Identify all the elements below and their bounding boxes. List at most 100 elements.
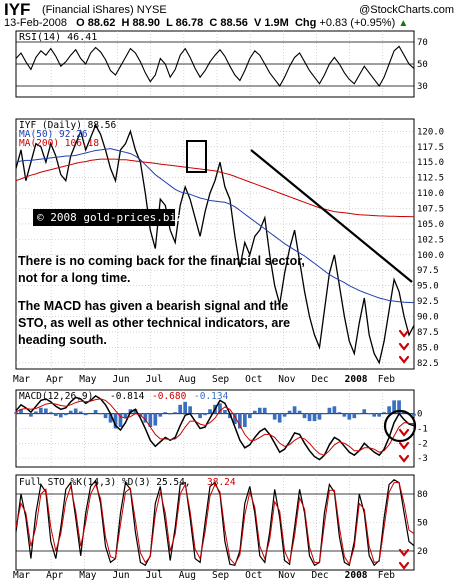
macd-circle — [383, 409, 417, 443]
macd-histogram-bar — [173, 412, 178, 414]
macd-histogram-bar — [123, 413, 128, 419]
macd-histogram-bar — [208, 409, 212, 414]
series-line-2-0 — [15, 394, 415, 461]
sto-legend: Full STO %K(14,3) %D(3) 25.54, — [19, 477, 191, 488]
quote-open: O 88.62 — [76, 17, 116, 29]
y-tick-label: 100.0 — [417, 251, 444, 261]
month-label-sto: Oct — [245, 570, 262, 581]
macd-histogram-bar — [377, 413, 382, 417]
y-tick-label: 102.5 — [417, 235, 444, 245]
y-tick-label: -1 — [417, 425, 428, 435]
month-label-price: Sep — [212, 374, 229, 385]
macd-histogram-bar — [153, 413, 158, 426]
y-tick-label: 82.5 — [417, 359, 439, 369]
watermark-text: © 2008 gold-prices.biz — [37, 211, 183, 224]
macd-histogram-bar — [397, 400, 401, 414]
y-tick-label: -2 — [417, 439, 428, 449]
price-down-arrow — [398, 342, 410, 351]
quote-line: 13-Feb-2008 O 88.62 H 88.90 L 86.78 C 88… — [4, 17, 408, 29]
macd-histogram-bar — [178, 404, 183, 414]
y-tick-label: 0 — [417, 410, 422, 420]
macd-down-arrow — [398, 428, 410, 437]
macd-histogram-bar — [267, 413, 272, 415]
series-line-1-1 — [15, 148, 415, 304]
y-tick-label: 117.5 — [417, 143, 444, 153]
y-tick-label: 107.5 — [417, 205, 444, 215]
month-label-price: Apr — [46, 374, 63, 385]
month-label-price: May — [79, 374, 96, 385]
macd-histogram-bar — [14, 412, 18, 414]
macd-histogram-bar — [382, 412, 386, 414]
macd-histogram-bar — [282, 413, 287, 417]
macd-histogram-bar — [228, 413, 232, 419]
month-label-sto: Mar — [13, 570, 30, 581]
macd-histogram-bar — [19, 409, 23, 414]
macd-histogram-bar — [337, 412, 342, 414]
y-tick-label: 105.0 — [417, 220, 444, 230]
series-line-1-0 — [15, 123, 415, 365]
macd-histogram-bar — [53, 413, 58, 416]
macd-histogram-bar — [93, 409, 98, 414]
quote-date: 13-Feb-2008 — [4, 17, 67, 29]
macd-histogram-bar — [247, 413, 252, 419]
y-tick-label: 90.0 — [417, 313, 439, 323]
quote-change-label: Chg — [294, 17, 317, 29]
macd-histogram-bar — [24, 412, 28, 414]
macd-histogram-bar — [312, 413, 317, 422]
macd-histogram-bar — [168, 413, 173, 415]
macd-legend-name: MACD(12,26,9) — [19, 391, 93, 402]
y-tick-label: 97.5 — [417, 266, 439, 276]
sto-down-arrow — [398, 548, 410, 557]
macd-histogram-bar — [307, 413, 312, 422]
macd-histogram-bar — [183, 401, 187, 414]
month-label-price: Aug — [179, 374, 196, 385]
month-label-price: Jun — [112, 374, 129, 385]
sto-down-arrow — [398, 561, 410, 570]
month-label-sto: Sep — [212, 570, 229, 581]
brand-label: @StockCharts.com — [359, 4, 454, 16]
macd-histogram-bar — [252, 410, 257, 414]
quote-close: C 88.56 — [209, 17, 248, 29]
macd-histogram-bar — [362, 409, 367, 414]
month-label-sto: Jun — [112, 570, 129, 581]
y-tick-label: 50 — [417, 60, 428, 70]
month-label-sto: 2008 — [345, 570, 368, 581]
macd-histogram-bar — [83, 413, 88, 416]
macd-histogram-bar — [98, 413, 103, 415]
price-down-arrow — [398, 329, 410, 338]
month-label-sto: May — [79, 570, 96, 581]
rsi-legend: RSI(14) 46.41 — [19, 32, 97, 43]
y-tick-label: 20 — [417, 547, 428, 557]
series-line-2-1 — [15, 398, 415, 456]
macd-histogram-bar — [203, 413, 207, 416]
sto-d-legend: 38.24 — [207, 477, 236, 488]
macd-histogram-bar — [39, 407, 43, 414]
y-tick-label: -3 — [417, 454, 428, 464]
annotation-paragraph-1: There is no coming back for the financia… — [18, 254, 305, 285]
macd-histogram-bar — [412, 413, 416, 416]
macd-histogram-bar — [332, 406, 337, 414]
macd-histogram-bar — [68, 410, 73, 414]
y-tick-label: 87.5 — [417, 328, 439, 338]
macd-histogram-bar — [158, 413, 163, 417]
macd-histogram-bar — [262, 407, 267, 414]
series-line-3-0 — [15, 479, 415, 567]
macd-histogram-bar — [238, 413, 242, 429]
macd-histogram-bar — [148, 413, 153, 428]
month-label-price: Jul — [146, 374, 163, 385]
macd-histogram-bar — [233, 413, 237, 425]
watermark-box — [33, 209, 175, 226]
macd-histogram-bar — [257, 407, 262, 414]
macd-histogram-bar — [108, 413, 113, 423]
y-tick-label: 50 — [417, 519, 428, 529]
macd-down-arrow — [398, 441, 410, 450]
quote-change: +0.83 (+0.95%) — [319, 17, 396, 29]
y-tick-label: 95.0 — [417, 282, 439, 292]
macd-histogram-bar — [372, 413, 377, 417]
macd-histogram-bar — [392, 400, 396, 414]
y-tick-label: 85.0 — [417, 343, 439, 353]
ma50-legend: MA(50) 92.26 — [19, 129, 88, 140]
macd-histogram-bar — [133, 409, 138, 414]
macd-histogram-bar — [48, 412, 53, 414]
